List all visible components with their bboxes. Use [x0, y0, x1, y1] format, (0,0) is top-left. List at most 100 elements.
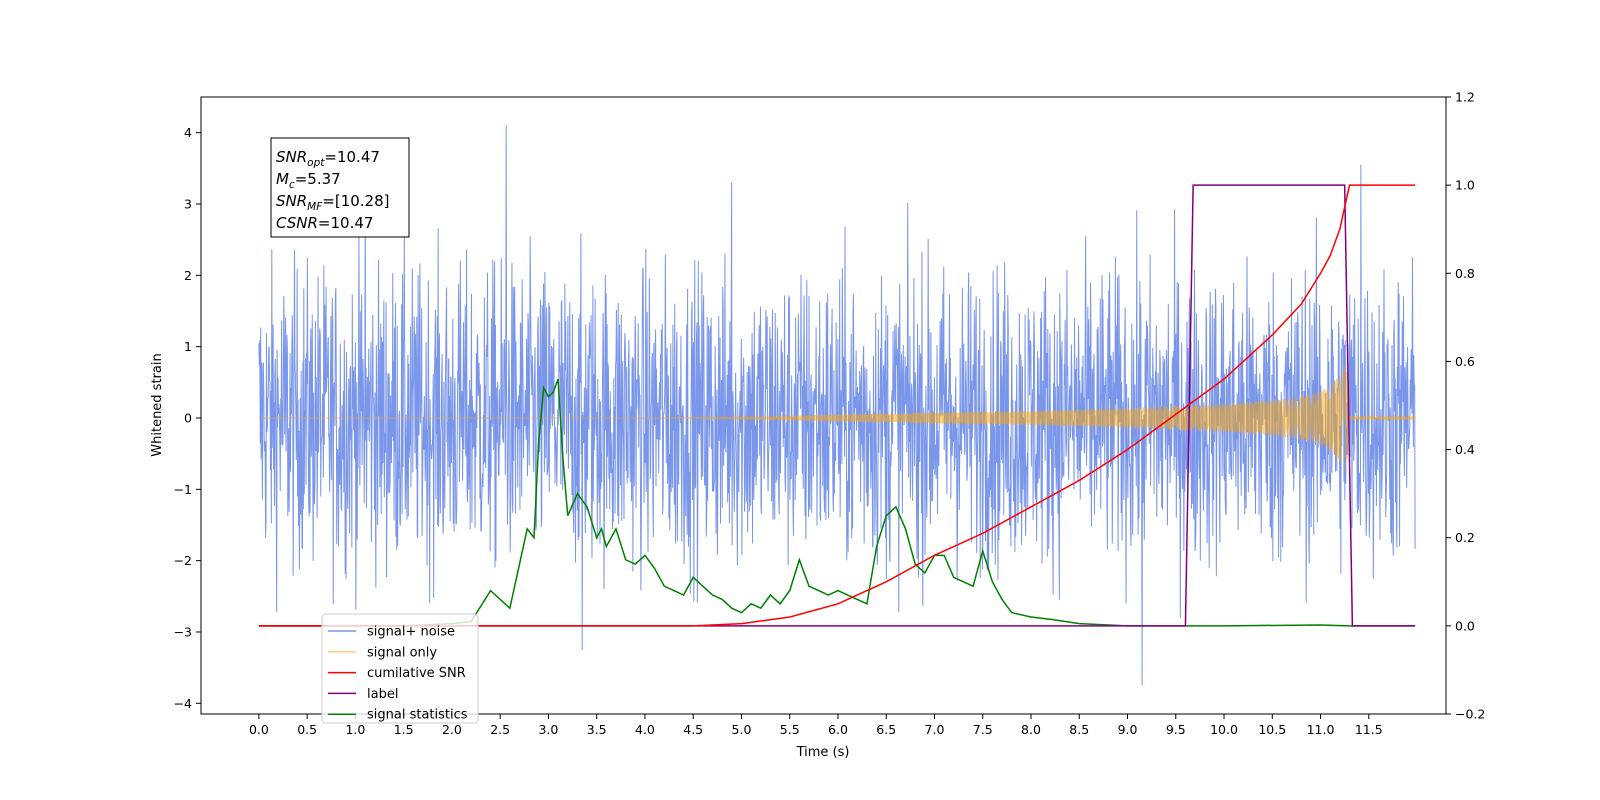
x-tick: 5.5: [780, 714, 800, 737]
series-signal-noise-line: [258, 125, 1416, 686]
x-tick: 3.0: [538, 714, 558, 737]
y2-tick-label: 0.4: [1455, 442, 1475, 457]
y-tick-label: 4: [184, 125, 192, 140]
legend-item-cumilative-snr: cumilative SNR: [328, 666, 466, 681]
series-signal-only-line: [258, 365, 1416, 472]
series-label-line: [258, 184, 1416, 627]
y2-tick-label: 1.2: [1455, 90, 1475, 105]
y2-tick: 0.0: [1446, 618, 1475, 633]
y2-tick-label: 0.6: [1455, 354, 1475, 369]
y-axis-right: −0.2 0.0 0.2 0.4 0.6 0.8 1.0 1.2: [1446, 90, 1485, 722]
x-tick: 0.0: [249, 714, 269, 737]
x-tick: 6.0: [828, 714, 848, 737]
x-tick-label: 3.0: [538, 722, 558, 737]
x-tick-label: 8.0: [1021, 722, 1041, 737]
x-tick: 7.5: [973, 714, 993, 737]
x-tick-label: 2.5: [490, 722, 510, 737]
x-tick: 10.5: [1258, 714, 1286, 737]
annotation-box: SNRopt=10.47Mc=5.37SNRMF=[10.28]CSNR=10.…: [270, 137, 410, 238]
annotation-line: CSNR=10.47: [276, 214, 373, 232]
y-tick-label: 0: [184, 410, 192, 425]
legend-frame: [321, 613, 479, 724]
y-tick: 2: [184, 268, 201, 283]
x-tick-label: 1.0: [345, 722, 365, 737]
annotation-frame: [270, 137, 410, 238]
legend-label: cumilative SNR: [367, 666, 466, 681]
x-tick-label: 9.5: [1166, 722, 1186, 737]
y-tick: −1: [174, 482, 201, 497]
x-tick: 4.5: [683, 714, 703, 737]
y-tick-label: −2: [174, 553, 192, 568]
y-tick: −4: [174, 696, 201, 711]
x-tick-label: 10.5: [1258, 722, 1286, 737]
y-tick-label: −3: [174, 624, 192, 639]
y2-tick-label: −0.2: [1455, 707, 1485, 722]
x-tick-label: 0.5: [297, 722, 317, 737]
x-tick: 8.5: [1069, 714, 1089, 737]
legend-label: signal+ noise: [367, 625, 455, 640]
annotation-line: SNRMF=[10.28]: [276, 192, 390, 213]
x-tick-label: 10.0: [1210, 722, 1238, 737]
x-tick-label: 11.5: [1355, 722, 1383, 737]
y2-tick-label: 0.0: [1455, 618, 1475, 633]
y-tick: −2: [174, 553, 201, 568]
y-tick-label: 2: [184, 268, 192, 283]
y2-tick: 1.2: [1446, 90, 1475, 105]
x-tick-label: 4.5: [683, 722, 703, 737]
legend-label: signal only: [367, 645, 437, 660]
y-tick: 0: [184, 410, 201, 425]
y-tick: 3: [184, 196, 201, 211]
x-tick-label: 4.0: [635, 722, 655, 737]
x-tick-label: 5.0: [732, 722, 752, 737]
x-tick: 11.5: [1355, 714, 1383, 737]
x-tick: 9.0: [1118, 714, 1137, 737]
y-tick-label: −4: [174, 696, 192, 711]
y-tick: −3: [174, 624, 201, 639]
x-tick: 6.5: [876, 714, 896, 737]
annotation-line: Mc=5.37: [276, 170, 341, 191]
x-tick-label: 1.5: [394, 722, 414, 737]
annotation-line: SNRopt=10.47: [276, 148, 380, 169]
y-tick: 4: [184, 125, 201, 140]
y2-tick: 0.6: [1446, 354, 1475, 369]
x-tick: 5.0: [732, 714, 752, 737]
x-tick-label: 7.5: [973, 722, 993, 737]
x-tick-label: 3.5: [587, 722, 607, 737]
x-axis: 0.0 0.5 1.0 1.5 2.0 2.5 3.0 3.5 4.0 4.5 5.0 5.5 6.0 6…: [249, 714, 1383, 737]
x-tick-label: 6.5: [876, 722, 896, 737]
y-tick-label: 1: [184, 339, 192, 354]
x-tick: 10.0: [1210, 714, 1238, 737]
series-signal-statistics-line: [258, 378, 1416, 627]
legend-item-signal-statistics: signal statistics: [328, 708, 468, 723]
y-tick-label: −1: [174, 482, 192, 497]
x-tick: 8.0: [1021, 714, 1041, 737]
x-tick-label: 11.0: [1307, 722, 1335, 737]
y-tick: 1: [184, 339, 201, 354]
y2-tick: 0.2: [1446, 530, 1475, 545]
y-axis-label: Whitened strain: [150, 353, 165, 456]
x-tick-label: 5.5: [780, 722, 800, 737]
plot-frame: [200, 96, 1447, 715]
x-tick-label: 0.0: [249, 722, 269, 737]
y2-tick: 1.0: [1446, 178, 1475, 193]
x-tick: 2.5: [490, 714, 510, 737]
legend-item-signal-only: signal only: [328, 645, 437, 660]
x-tick: 9.5: [1166, 714, 1186, 737]
y-axis-left: −4 −3 −2 −1 0 1 2 3 4: [174, 125, 201, 711]
legend: signal+ noise signal only cumilative SNR la…: [321, 613, 479, 724]
y2-tick-label: 1.0: [1455, 178, 1475, 193]
x-tick: 0.5: [297, 714, 317, 737]
x-tick-label: 6.0: [828, 722, 848, 737]
y2-tick: −0.2: [1446, 707, 1485, 722]
x-tick: 4.0: [635, 714, 655, 737]
legend-item-signal-noise: signal+ noise: [328, 625, 455, 640]
x-tick-label: 7.0: [925, 722, 945, 737]
x-tick: 11.0: [1307, 714, 1335, 737]
y2-tick: 0.4: [1446, 442, 1475, 457]
y2-tick-label: 0.8: [1455, 266, 1475, 281]
x-tick-label: 8.5: [1069, 722, 1089, 737]
legend-item-label: label: [328, 687, 398, 702]
x-tick: 7.0: [925, 714, 945, 737]
legend-label: signal statistics: [367, 708, 468, 723]
